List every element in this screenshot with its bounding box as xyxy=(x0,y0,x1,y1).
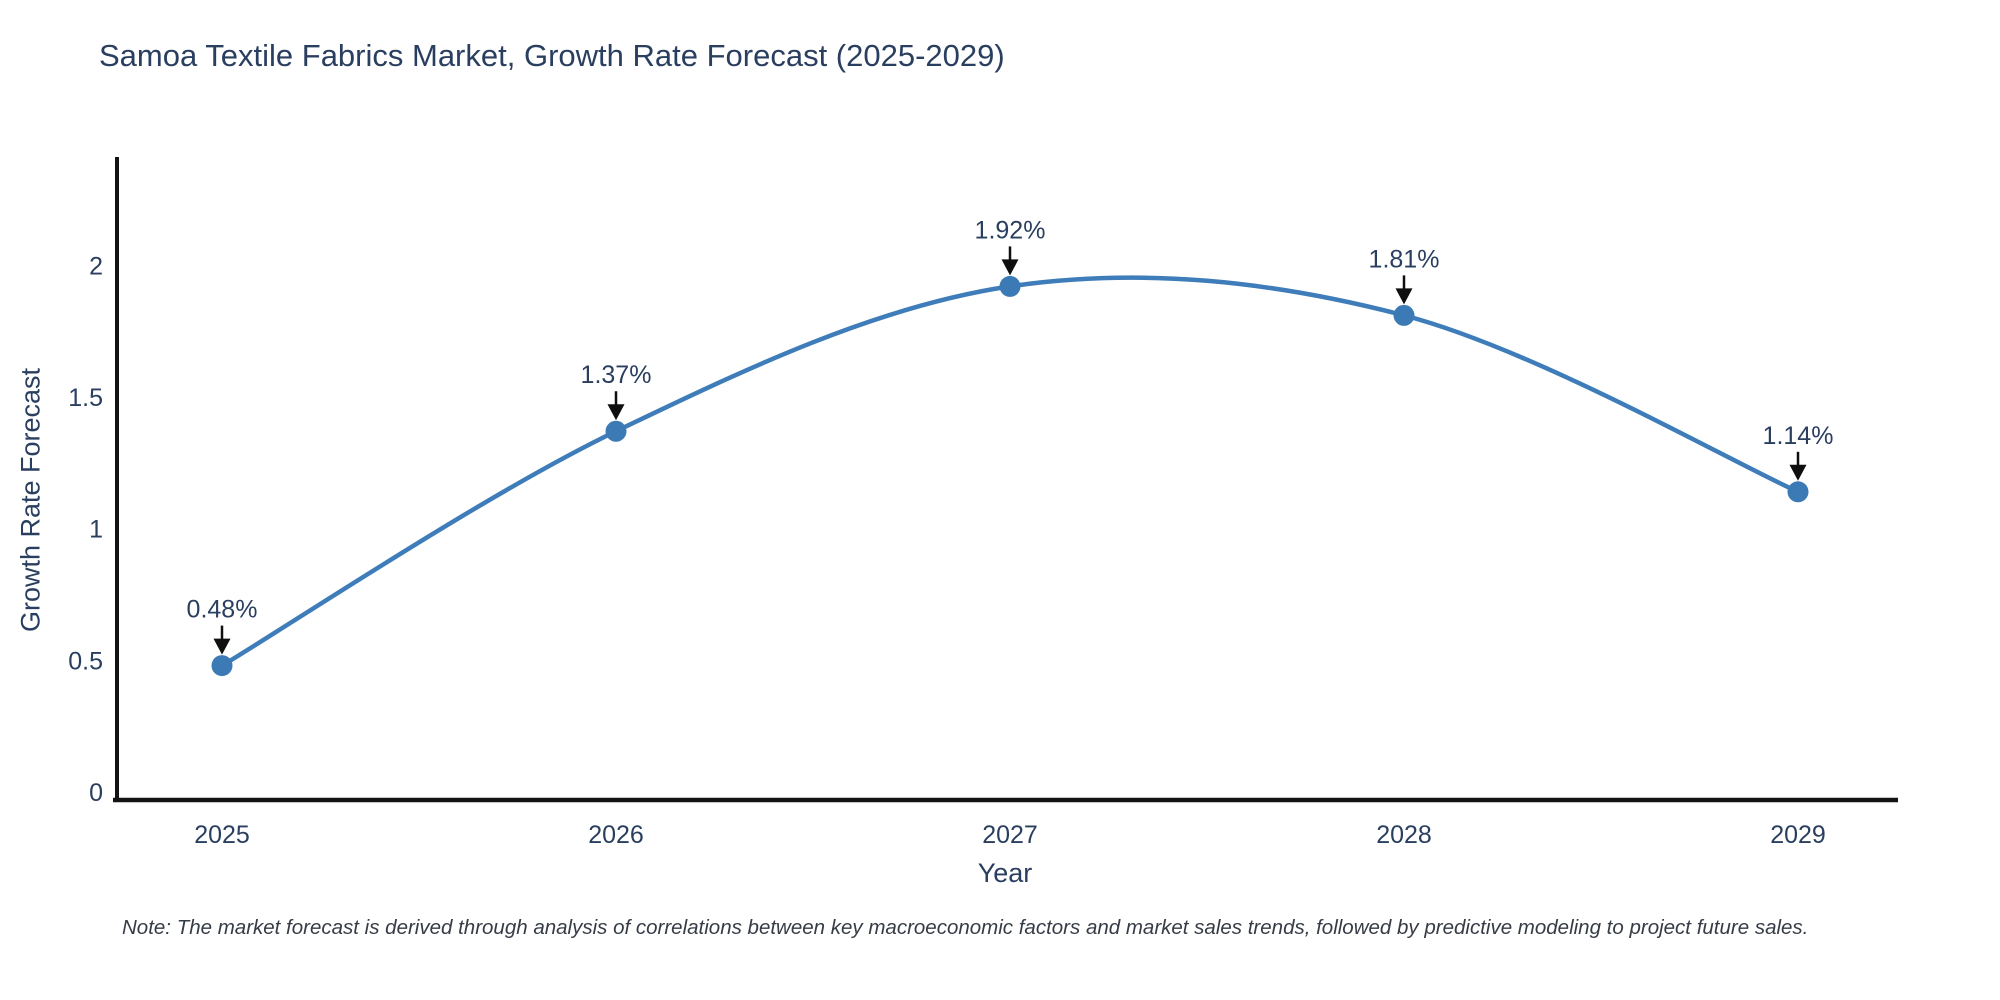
point-value-label: 1.14% xyxy=(1763,422,1834,450)
point-value-label: 1.92% xyxy=(975,216,1046,244)
annotation-arrowhead xyxy=(1789,464,1807,481)
x-tick-label: 2026 xyxy=(588,821,644,849)
series-line xyxy=(219,275,1801,668)
x-axis-title: Year xyxy=(977,858,1033,888)
y-tick-label: 0.5 xyxy=(68,647,103,675)
y-tick-label: 0 xyxy=(89,779,103,807)
data-point-marker xyxy=(1393,304,1415,326)
annotation-arrowhead xyxy=(1395,288,1413,305)
chart-footnote: Note: The market forecast is derived thr… xyxy=(122,916,1809,939)
annotation-arrowhead xyxy=(1001,259,1019,276)
x-tick-label: 2025 xyxy=(194,821,250,849)
data-point-marker xyxy=(999,275,1021,297)
annotation-arrowhead xyxy=(607,404,625,421)
y-tick-label: 1.5 xyxy=(68,384,103,412)
x-tick-label: 2027 xyxy=(982,821,1038,849)
point-value-label: 1.37% xyxy=(581,361,652,389)
chart-title: Samoa Textile Fabrics Market, Growth Rat… xyxy=(99,38,1005,73)
data-point-marker xyxy=(211,655,233,677)
data-point-marker xyxy=(1787,481,1809,503)
y-tick-label: 2 xyxy=(89,252,103,280)
y-tick-label: 1 xyxy=(89,516,103,544)
x-tick-label: 2029 xyxy=(1770,821,1826,849)
x-tick-label: 2028 xyxy=(1376,821,1432,849)
annotation-arrowhead xyxy=(213,638,231,655)
point-value-label: 1.81% xyxy=(1369,245,1440,273)
data-point-marker xyxy=(605,420,627,442)
point-value-label: 0.48% xyxy=(187,596,258,624)
